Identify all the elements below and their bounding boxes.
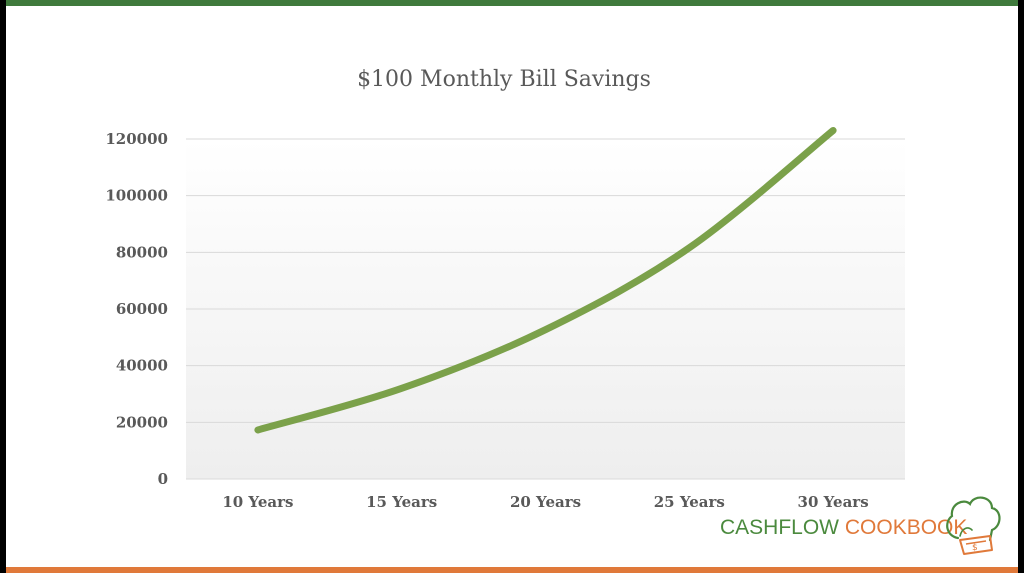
grid-lines: [186, 138, 905, 480]
x-tick-label: 30 Years: [798, 493, 869, 511]
chart-title: $100 Monthly Bill Savings: [357, 67, 651, 92]
slide: $100 Monthly Bill Savings 0 20000 40000 600…: [6, 0, 1018, 573]
brand-wordmark: CASHFLOW COOKBOOK: [720, 516, 967, 540]
line-chart: $100 Monthly Bill Savings 0 20000 40000 600…: [105, 67, 905, 511]
x-axis-ticks: 10 Years 15 Years 20 Years 25 Years 30 Years: [222, 493, 868, 511]
y-axis-ticks: 0 20000 40000 60000 80000 100000 120000: [105, 130, 168, 488]
top-accent-bar: [6, 0, 1018, 6]
x-tick-label: 20 Years: [510, 493, 581, 511]
brand-word-cashflow: CASHFLOW: [720, 516, 840, 539]
x-tick-label: 10 Years: [222, 493, 293, 511]
x-tick-label: 25 Years: [654, 493, 725, 511]
y-tick-label: 20000: [116, 413, 168, 431]
chef-hat-icon: $: [946, 496, 1001, 555]
y-tick-label: 100000: [105, 187, 168, 205]
brand-word-cookbook: COOKBOOK: [844, 516, 968, 539]
y-tick-label: 40000: [116, 357, 168, 375]
y-tick-label: 0: [158, 470, 168, 488]
svg-text:$: $: [972, 543, 978, 553]
series-layer: [254, 127, 837, 434]
y-tick-label: 120000: [105, 130, 168, 148]
y-tick-label: 80000: [116, 243, 168, 261]
x-tick-label: 15 Years: [366, 493, 437, 511]
bottom-accent-bar: [6, 567, 1018, 573]
y-tick-label: 60000: [116, 300, 168, 318]
